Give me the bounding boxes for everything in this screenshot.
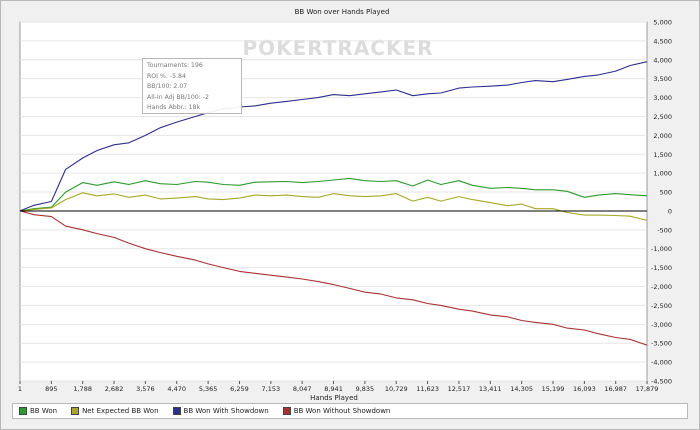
stats-box: Tournaments: 196 ROI %: -5.84 BB/100: 2.… [142, 58, 242, 114]
series-line-1 [19, 192, 648, 221]
stat-tournaments: Tournaments: 196 [147, 62, 203, 69]
x-tick-label: 5,365 [199, 385, 218, 393]
y-tick-label: 1,000 [653, 170, 672, 178]
y-tick-label: 2,500 [653, 113, 672, 121]
legend-label: Net Expected BB Won [82, 407, 159, 415]
y-tick-label: 5,000 [653, 19, 672, 27]
x-tick-label: 16,987 [604, 385, 627, 393]
y-tick-label: 4,000 [653, 56, 672, 64]
y-tick-label: 500 [660, 189, 672, 197]
legend-swatch [19, 407, 27, 415]
watermark: POKERTRACKER [242, 36, 433, 60]
chart-title: BB Won over Hands Played [295, 8, 390, 16]
x-tick-label: 11,623 [416, 385, 439, 393]
stat-allin-adj: All-In Adj BB/100: -2 [147, 93, 209, 101]
y-tick-label: -4,500 [651, 378, 672, 386]
y-tick-label: -4,000 [651, 359, 672, 367]
y-tick-label: 3,500 [653, 75, 672, 83]
y-tick-label: -500 [657, 226, 672, 234]
x-tick-label: 895 [45, 385, 57, 393]
series-layer [19, 61, 648, 346]
x-tick-label: 15,199 [542, 385, 565, 393]
y-tick-label: 2,000 [653, 132, 672, 140]
legend: BB Won Net Expected BB Won BB Won With S… [12, 403, 688, 419]
legend-swatch [282, 407, 291, 415]
x-tick-label: 7,153 [262, 385, 281, 393]
y-tick-label: 1,500 [653, 151, 672, 159]
x-tick-label: 8,047 [293, 385, 312, 393]
x-tick-label: 13,411 [479, 385, 502, 393]
y-tick-label: 3,000 [653, 94, 672, 102]
series-line-3 [19, 210, 648, 346]
plot-area [19, 21, 648, 382]
x-tick-label: 12,517 [448, 385, 471, 393]
legend-label: BB Won [30, 407, 58, 415]
series-line-0 [19, 177, 648, 212]
legend-item-bb-won: BB Won [19, 407, 57, 415]
legend-label: BB Won With Showdown [183, 407, 269, 415]
x-tick-label: 14,305 [510, 385, 533, 393]
y-axis: 5,000 4,500 4,000 3,500 3,000 2,500 2,000 1,500… [651, 19, 672, 386]
x-tick-label: 17,879 [636, 385, 659, 393]
legend-item-with-showdown: BB Won With Showdown [172, 407, 269, 415]
series-line-2 [19, 61, 648, 212]
stat-roi: ROI %: -5.84 [147, 72, 186, 80]
x-tick-label: 6,259 [230, 385, 249, 393]
y-tick-label: -2,500 [651, 302, 672, 310]
stat-hands: Hands Abbr.: 18k [147, 104, 201, 112]
y-tick-label: -3,000 [651, 321, 672, 329]
grid-lines [20, 21, 647, 382]
y-tick-label: 4,500 [653, 37, 672, 45]
y-tick-label: -1,000 [651, 245, 672, 253]
legend-item-net-expected: Net Expected BB Won [71, 407, 159, 415]
x-axis: 1 895 1,788 2,682 3,576 4,470 5,365 6,259 7,153 8… [18, 381, 658, 393]
x-axis-label: Hands Played [310, 394, 358, 402]
x-tick-label: 4,470 [167, 385, 186, 393]
x-tick-label: 16,093 [573, 385, 596, 393]
legend-item-without-showdown: BB Won Without Showdown [282, 407, 391, 415]
x-tick-label: 3,576 [136, 385, 155, 393]
stat-bb-per-100: BB/100: 2.07 [147, 83, 188, 91]
x-tick-label: 1 [18, 385, 22, 393]
y-tick-label: 0 [668, 207, 672, 215]
x-tick-label: 10,729 [385, 385, 408, 393]
legend-swatch [172, 407, 181, 415]
y-tick-label: -1,500 [651, 264, 672, 272]
x-tick-label: 8,941 [324, 385, 343, 393]
y-tick-label: -3,500 [651, 340, 672, 348]
y-tick-label: -2,000 [651, 283, 672, 291]
legend-swatch [71, 407, 80, 415]
x-tick-label: 2,682 [105, 385, 124, 393]
legend-label: BB Won Without Showdown [293, 407, 391, 415]
x-tick-label: 1,788 [73, 385, 92, 393]
x-tick-label: 9,835 [356, 385, 375, 393]
